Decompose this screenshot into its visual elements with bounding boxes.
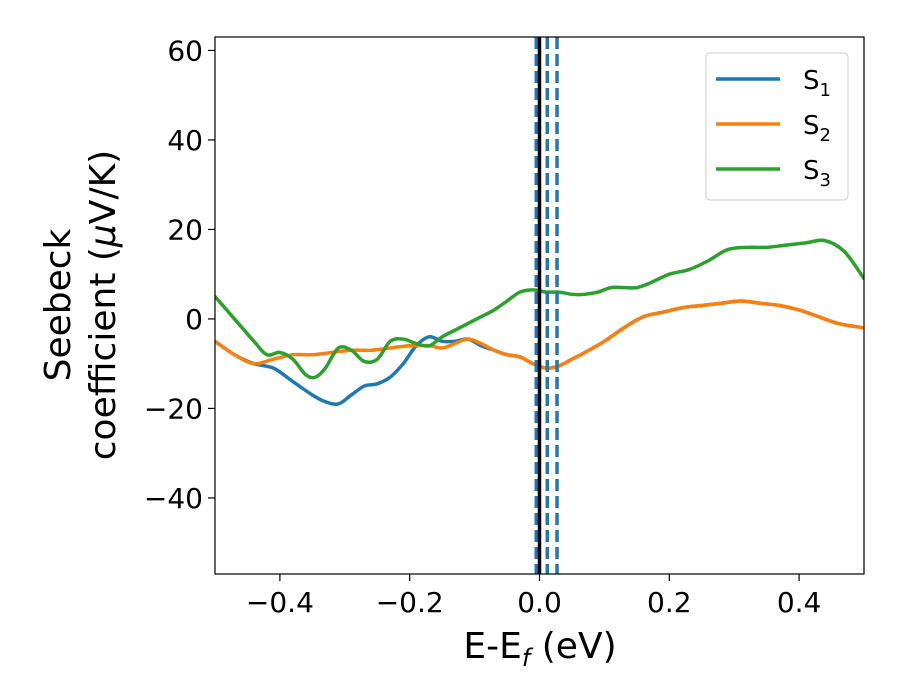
x-tick-label: 0.0 [517,586,562,619]
x-axis-label: E-Ef (eV) [463,626,616,672]
x-tick-label: 0.2 [647,586,692,619]
y-tick-label: 20 [167,213,203,246]
legend-label-s1: S1 [803,66,831,101]
x-tick-label: −0.2 [376,586,444,619]
y-tick-label: 60 [167,34,203,67]
y-tick-label: 40 [167,124,203,157]
y-axis-label-line2: coefficient (μV/K) [83,150,124,460]
y-axis-label-mu: μ [83,224,124,248]
x-tick-label: −0.4 [246,586,314,619]
legend-label-s2: S2 [803,111,831,146]
legend-label-s3: S3 [803,156,831,191]
y-tick-label: −20 [144,392,203,425]
y-axis-label-line1: Seebeck [38,228,79,381]
x-tick-label: 0.4 [777,586,822,619]
legend-box [705,52,849,201]
x-axis: −0.4 −0.2 0.0 0.2 0.4 [246,574,821,619]
y-axis: −40 −20 0 20 40 60 [144,34,215,515]
plot-area [215,238,864,407]
reference-lines [534,37,559,574]
legend: S1 S2 S3 [705,52,849,201]
y-tick-label: −40 [144,482,203,515]
y-tick-label: 0 [185,303,203,336]
series-line-s3 [215,238,864,380]
